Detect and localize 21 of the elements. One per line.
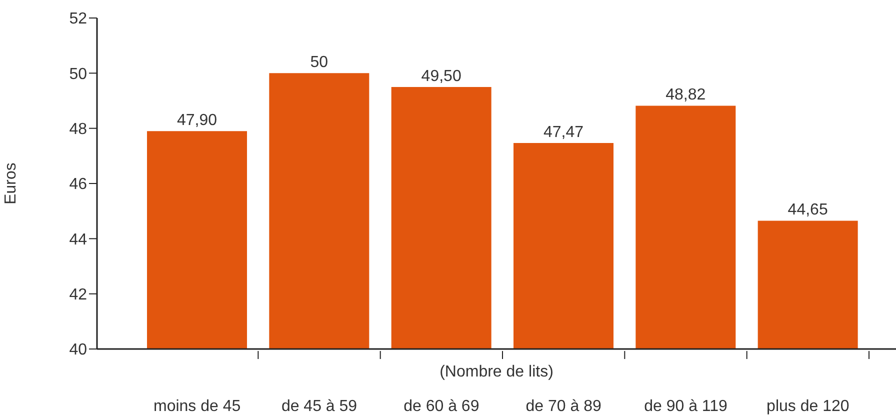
- data-label: 50: [310, 54, 328, 72]
- data-label: 47,47: [543, 124, 584, 141]
- y-tick-label: 50: [69, 66, 88, 83]
- y-tick-label: 46: [69, 176, 88, 194]
- x-tick-label: de 70 à 89: [526, 398, 602, 415]
- data-label: 44,65: [788, 202, 828, 219]
- y-tick-label: 44: [69, 231, 88, 248]
- data-label: 47,90: [176, 112, 218, 130]
- x-axis-title: (Nombre de lits): [440, 363, 554, 380]
- y-tick-label: 48: [69, 121, 88, 138]
- y-tick-label: 40: [69, 342, 88, 359]
- x-tick-label: de 60 à 69: [404, 398, 480, 415]
- x-tick-label: de 90 à 119: [644, 398, 728, 415]
- y-tick-label: 52: [69, 10, 88, 28]
- x-tick-label: de 45 à 59: [281, 398, 358, 415]
- x-tick-label: plus de 120: [766, 398, 850, 415]
- y-axis-title: Euros: [2, 162, 20, 204]
- x-tick-label: moins de 45: [153, 398, 241, 415]
- data-label: 48,82: [666, 86, 706, 104]
- y-tick-label: 42: [69, 286, 88, 304]
- data-label: 49,50: [421, 68, 462, 85]
